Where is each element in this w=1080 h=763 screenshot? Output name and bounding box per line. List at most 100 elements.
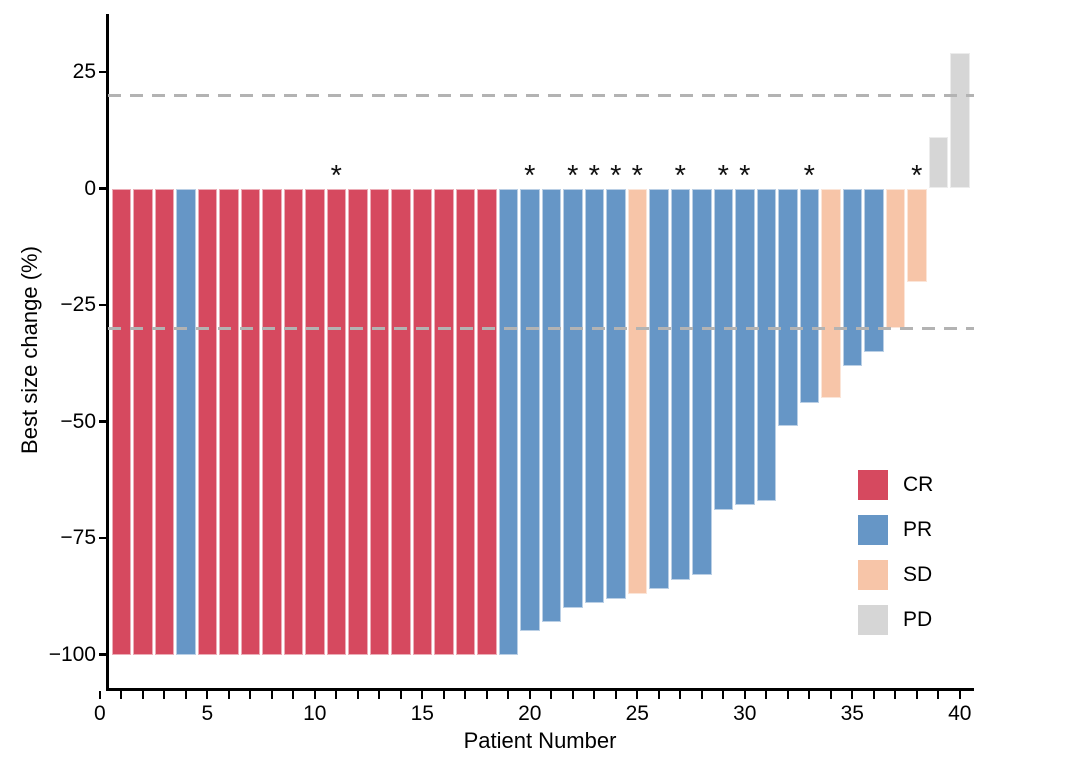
x-tick xyxy=(765,691,768,699)
x-tick-label: 35 xyxy=(840,702,864,725)
bar-patient-4 xyxy=(176,188,196,655)
bar-patient-1 xyxy=(111,188,132,655)
x-tick-label: 0 xyxy=(93,702,106,725)
bar-patient-19 xyxy=(498,188,519,655)
x-tick xyxy=(184,691,187,699)
y-tick xyxy=(99,187,106,190)
x-tick xyxy=(700,691,703,699)
x-tick xyxy=(356,691,359,699)
y-tick xyxy=(99,420,106,423)
bar-patient-38 xyxy=(907,188,927,282)
y-tick-label: −100 xyxy=(48,642,96,666)
bar-patient-25 xyxy=(627,188,648,594)
x-tick xyxy=(141,691,144,699)
bar-patient-36 xyxy=(864,188,884,352)
bar-patient-13 xyxy=(369,188,390,655)
x-tick xyxy=(657,691,660,699)
x-tick-label: 40 xyxy=(948,702,972,725)
bar-patient-2 xyxy=(133,188,153,655)
y-tick xyxy=(99,536,106,540)
bar-patient-14 xyxy=(391,188,411,655)
x-tick xyxy=(98,691,101,699)
y-tick-label: −50 xyxy=(60,409,96,433)
x-tick xyxy=(636,691,639,699)
x-tick xyxy=(206,691,209,699)
bar-patient-5 xyxy=(197,188,218,655)
bar-patient-23 xyxy=(584,188,605,604)
y-axis-spine xyxy=(106,14,109,691)
bar-patient-10 xyxy=(305,188,325,655)
x-tick-label: 5 xyxy=(201,702,214,725)
x-axis-title: Patient Number xyxy=(463,728,617,753)
x-tick xyxy=(851,691,854,699)
x-tick xyxy=(915,691,918,699)
y-tick-label: 25 xyxy=(72,60,96,83)
significance-star: * xyxy=(610,159,622,192)
significance-star: * xyxy=(524,159,536,192)
x-tick xyxy=(163,691,166,699)
x-tick xyxy=(550,691,553,699)
x-tick-label: 30 xyxy=(733,702,757,725)
bar-patient-35 xyxy=(842,188,863,366)
bar-patient-31 xyxy=(756,188,777,501)
bar-patient-12 xyxy=(348,188,368,655)
x-tick xyxy=(614,691,617,699)
bar-patient-17 xyxy=(455,188,476,655)
x-tick xyxy=(894,691,897,699)
y-tick-label: 0 xyxy=(84,176,96,200)
significance-star: * xyxy=(803,159,815,192)
x-tick xyxy=(808,691,811,699)
significance-star: * xyxy=(330,159,342,192)
bar-patient-21 xyxy=(541,188,562,622)
x-tick-label: 15 xyxy=(410,702,434,725)
x-tick xyxy=(270,691,273,699)
bar-patient-22 xyxy=(563,188,583,608)
x-tick xyxy=(464,691,467,699)
bar-patient-37 xyxy=(885,188,906,329)
significance-star: * xyxy=(911,159,923,192)
bar-patient-27 xyxy=(670,188,691,580)
threshold-line--30 xyxy=(108,326,974,330)
y-tick xyxy=(99,653,106,656)
x-tick xyxy=(442,691,445,699)
x-tick xyxy=(679,691,682,699)
bar-patient-6 xyxy=(219,188,239,655)
bar-patient-33 xyxy=(799,188,820,403)
x-tick xyxy=(571,691,574,699)
y-tick xyxy=(99,70,106,74)
significance-star: * xyxy=(717,159,729,192)
x-tick xyxy=(937,691,940,699)
y-axis-title: Best size change (%) xyxy=(17,246,42,454)
significance-star: * xyxy=(588,159,600,192)
y-tick-label: −25 xyxy=(60,293,96,316)
x-tick xyxy=(593,691,596,699)
x-tick xyxy=(292,691,295,699)
bar-patient-11 xyxy=(326,188,347,655)
x-tick-label: 10 xyxy=(303,702,327,725)
bar-patient-40 xyxy=(950,53,970,189)
bar-patient-32 xyxy=(778,188,798,427)
bar-patient-24 xyxy=(606,188,626,599)
bar-patient-3 xyxy=(154,188,175,655)
bar-patient-15 xyxy=(412,188,433,655)
bar-patient-39 xyxy=(928,137,949,189)
x-tick xyxy=(528,691,531,699)
x-tick xyxy=(249,691,252,699)
x-tick xyxy=(958,691,961,699)
significance-star: * xyxy=(674,159,686,192)
bar-patient-16 xyxy=(434,188,454,655)
bar-patient-29 xyxy=(713,188,734,511)
x-tick xyxy=(378,691,381,699)
x-tick xyxy=(485,691,488,699)
bar-patient-7 xyxy=(240,188,261,655)
bar-patient-9 xyxy=(283,188,304,655)
x-tick xyxy=(335,691,338,699)
x-tick xyxy=(722,691,725,699)
x-tick-label: 20 xyxy=(518,702,542,725)
x-tick xyxy=(786,691,789,699)
bar-patient-20 xyxy=(520,188,540,632)
significance-star: * xyxy=(567,159,579,192)
y-tick-label: −75 xyxy=(60,526,96,549)
